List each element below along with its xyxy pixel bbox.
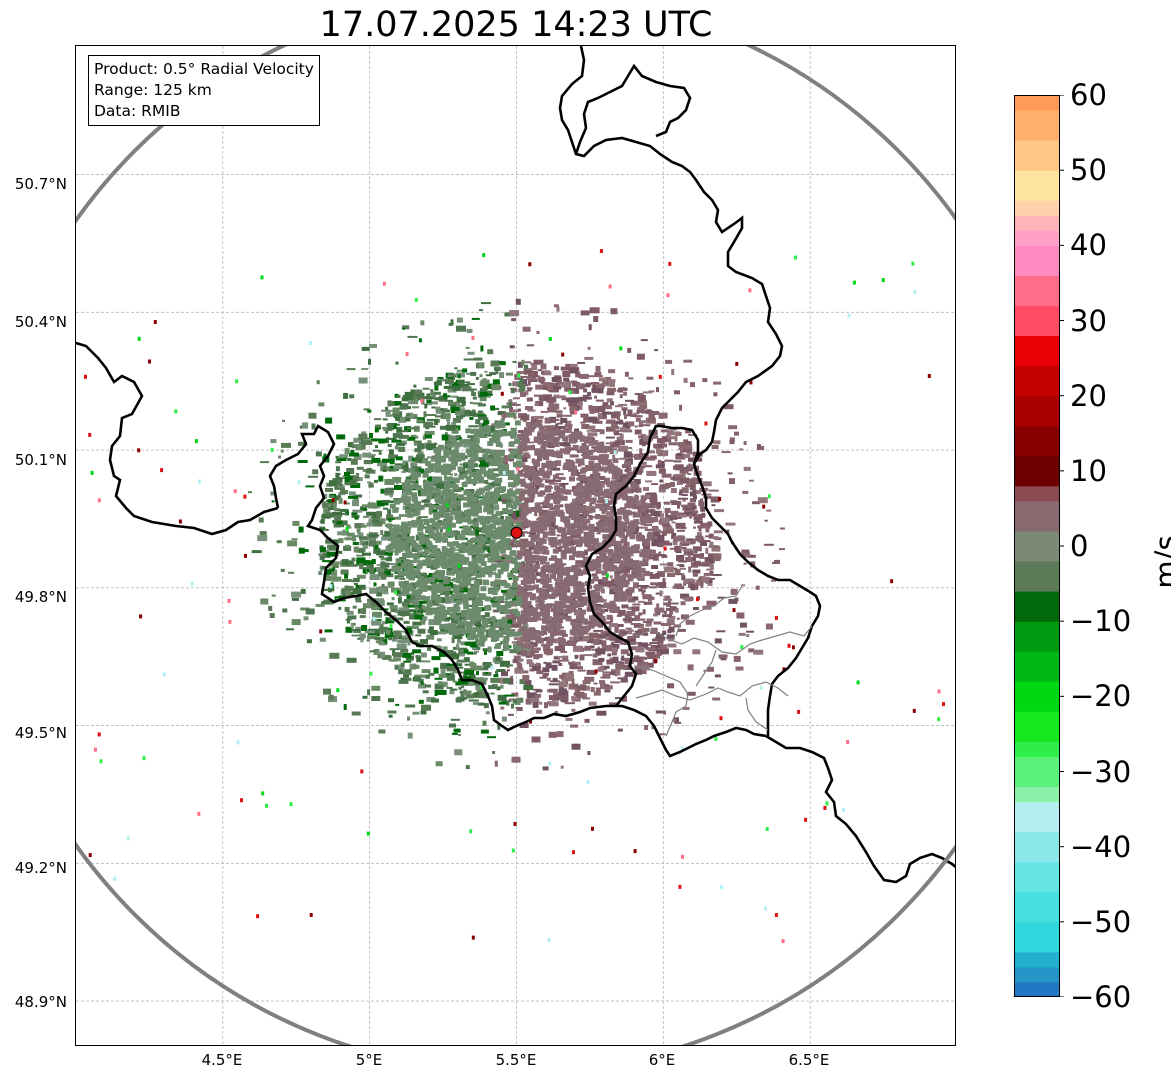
- colorbar-band: [1015, 591, 1059, 622]
- germany-border-north: [574, 63, 692, 155]
- colorbar-band: [1015, 711, 1059, 742]
- colorbar-band: [1015, 741, 1059, 757]
- lon-label-5: 5°E: [355, 1051, 383, 1069]
- colorbar-band: [1015, 395, 1059, 427]
- colorbar-band: [1015, 756, 1059, 788]
- colorbar-band: [1015, 681, 1059, 712]
- belgium-germany-border: [558, 46, 784, 465]
- colorbar-tick-label: 20: [1070, 378, 1107, 413]
- belgium-france-border-mid: [268, 424, 767, 758]
- colorbar-band: [1015, 365, 1059, 397]
- colorbar-band: [1015, 561, 1059, 592]
- luxembourg-border: [584, 424, 822, 736]
- radar-echoes: [84, 249, 945, 944]
- colorbar-band: [1015, 621, 1059, 652]
- radar-map[interactable]: [75, 45, 956, 1046]
- range-label: Range: 125 km: [94, 81, 212, 99]
- colorbar-band: [1015, 200, 1059, 216]
- colorbar-band: [1015, 786, 1059, 803]
- colorbar-band: [1015, 651, 1059, 682]
- colorbar-tick-label: −10: [1070, 604, 1132, 639]
- lon-label-4-5: 4.5°E: [201, 1051, 243, 1069]
- product-label: Product: 0.5° Radial Velocity: [94, 60, 314, 78]
- country-borders: [76, 46, 955, 884]
- colorbar-tick-label: 0: [1070, 529, 1089, 563]
- colorbar-band: [1015, 455, 1059, 487]
- colorbar-band: [1015, 951, 1059, 968]
- colorbar-band: [1015, 801, 1059, 833]
- lat-label-50-4: 50.4°N: [14, 313, 67, 331]
- map-title: 17.07.2025 14:23 UTC: [319, 5, 713, 45]
- colorbar-band: [1015, 110, 1059, 141]
- lat-label-49-5: 49.5°N: [14, 724, 67, 742]
- product-info-box: Product: 0.5° Radial Velocity Range: 125…: [88, 55, 320, 126]
- lat-label-49-8: 49.8°N: [14, 588, 67, 606]
- colorbar-band: [1015, 891, 1059, 923]
- colorbar-band: [1015, 530, 1059, 562]
- colorbar-band: [1015, 981, 1059, 997]
- velocity-colorbar: [1014, 95, 1064, 997]
- colorbar-tick-label: 60: [1070, 78, 1107, 112]
- colorbar-tick-label: −60: [1070, 980, 1132, 1014]
- colorbar-band: [1015, 425, 1059, 457]
- colorbar-band: [1015, 215, 1059, 231]
- lat-label-48-9: 48.9°N: [14, 993, 67, 1011]
- colorbar-tick-label: −30: [1070, 754, 1132, 789]
- colorbar-tick-label: −20: [1070, 679, 1132, 714]
- lon-label-6-5: 6.5°E: [788, 1051, 830, 1069]
- colorbar-band: [1015, 245, 1059, 276]
- lat-label-50-7: 50.7°N: [14, 175, 67, 193]
- colorbar-band: [1015, 95, 1059, 111]
- colorbar-band: [1015, 305, 1059, 337]
- colorbar-band: [1015, 140, 1059, 171]
- colorbar-tick-label: −50: [1070, 904, 1132, 939]
- colorbar-band: [1015, 500, 1059, 532]
- colorbar-band: [1015, 485, 1059, 502]
- lat-label-50-1: 50.1°N: [14, 451, 67, 469]
- radar-site-marker[interactable]: [510, 526, 523, 539]
- colorbar-band: [1015, 335, 1059, 367]
- colorbar-tick-label: 40: [1070, 228, 1107, 263]
- colorbar-unit-label: m/s: [1149, 535, 1171, 589]
- colorbar-band: [1015, 230, 1059, 246]
- data-source-label: Data: RMIB: [94, 102, 181, 120]
- colorbar-tick-label: 50: [1070, 153, 1107, 188]
- lon-label-6: 6°E: [648, 1051, 676, 1069]
- colorbar-band: [1015, 921, 1059, 953]
- lat-label-49-2: 49.2°N: [14, 859, 67, 877]
- germany-border-east: [765, 734, 955, 884]
- belgium-france-border-west: [76, 341, 279, 536]
- colorbar-band: [1015, 861, 1059, 893]
- colorbar-tick-label: −40: [1070, 829, 1132, 864]
- colorbar-band: [1015, 170, 1059, 201]
- lon-label-5-5: 5.5°E: [495, 1051, 537, 1069]
- regional-boundaries: [635, 585, 813, 737]
- colorbar-band: [1015, 966, 1059, 983]
- radar-map-canvas[interactable]: [76, 46, 956, 1046]
- colorbar-band: [1015, 831, 1059, 863]
- colorbar-tick-label: 30: [1070, 303, 1107, 338]
- colorbar-tick-label: 10: [1070, 453, 1107, 488]
- colorbar-band: [1015, 275, 1059, 306]
